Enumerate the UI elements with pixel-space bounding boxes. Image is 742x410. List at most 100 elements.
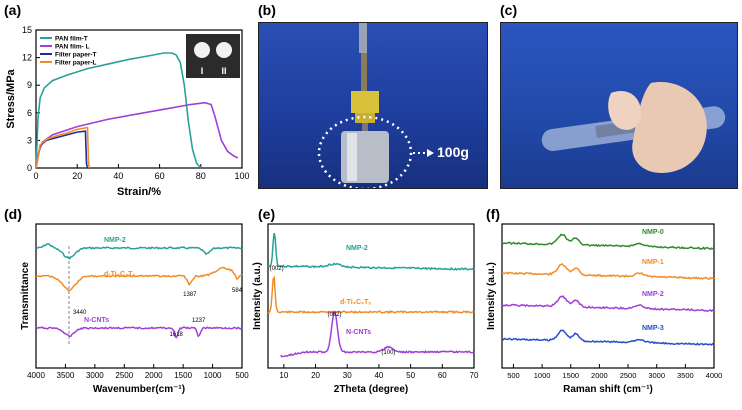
x-tick-label: 500: [235, 371, 249, 380]
raman-chart: 500 1000 1500 2000 2500 3000 3500 4000 Raman shi…: [486, 223, 723, 395]
x-tick-label: 60: [438, 371, 447, 380]
panel-label-e: (e): [258, 206, 276, 222]
peak-annotation: (100): [381, 350, 395, 356]
x-axis-label: Strain/%: [117, 186, 161, 198]
series-label: NMP-2: [642, 291, 664, 298]
y-axis-label: Intensity (a.u.): [252, 262, 263, 330]
x-axis-label: Raman shift (cm⁻¹): [563, 384, 653, 395]
xrd-chart: 10 20 30 40 50 60 70 2Theta (degree) Intensity (…: [252, 223, 479, 395]
panel-label-a: (a): [4, 2, 22, 18]
panel-label-d: (d): [4, 206, 22, 222]
series-line-0: [35, 243, 243, 260]
tube-photo: [500, 22, 738, 189]
x-tick-label: 3500: [57, 371, 75, 380]
series-line-2: [501, 295, 715, 313]
y-axis-label: Intensity (a.u.): [486, 262, 497, 330]
panel-label-c: (c): [500, 2, 518, 18]
series-label: NMP-2: [104, 237, 126, 244]
y-tick-label: 15: [22, 25, 32, 35]
x-tick-label: 70: [470, 371, 479, 380]
y-tick-label: 0: [27, 163, 32, 173]
x-axis-label: Wavenumber(cm⁻¹): [93, 384, 185, 395]
inset-sample: [194, 42, 210, 58]
y-tick-label: 12: [22, 53, 32, 63]
peak-annotation: 1387: [183, 292, 197, 298]
x-axis-label: 2Theta (degree): [334, 384, 408, 395]
tube-illustration: [541, 82, 726, 173]
x-tick-label: 3500: [677, 371, 694, 380]
series-label: d-Ti₃C₂Tₓ: [104, 271, 135, 278]
series-label: N-CNTs: [84, 317, 109, 324]
plot-frame: [267, 223, 475, 369]
panel-label-b: (b): [258, 2, 276, 18]
x-tick-label: 0: [33, 171, 38, 181]
inset-photo: [186, 34, 240, 78]
stress-strain-chart: 0 20 40 60 80 100 0 3 6 9 12 15 Strain/% Stress/MPa PA…: [5, 25, 250, 198]
inset-label: I: [201, 66, 204, 76]
y-axis-label: Stress/MPa: [5, 68, 17, 128]
x-tick-label: 1500: [562, 371, 579, 380]
x-tick-label: 100: [234, 171, 249, 181]
y-tick-label: 6: [27, 108, 32, 118]
legend-label: Filter paper-T: [55, 52, 97, 59]
series-line-2: [280, 312, 475, 358]
y-tick-label: 3: [27, 135, 32, 145]
y-axis-label: Transmittance: [20, 262, 31, 330]
x-tick-label: 2500: [115, 371, 133, 380]
ftir-chart: 4000 3500 3000 2500 2000 1500 1000 500 Wavenumbe…: [20, 223, 249, 395]
x-tick-label: 4000: [27, 371, 45, 380]
y-tick-label: 9: [27, 80, 32, 90]
series-line-0: [35, 52, 202, 169]
series-label: d-Ti₃C₂Tₓ: [340, 299, 371, 306]
series-line-1: [267, 275, 475, 315]
inset-sample: [216, 42, 232, 58]
x-tick-label: 3000: [648, 371, 665, 380]
peak-annotation: (002): [270, 266, 284, 272]
x-tick-label: 1000: [534, 371, 551, 380]
inset-label: II: [221, 66, 226, 76]
x-tick-label: 10: [279, 371, 288, 380]
legend-label: PAN film- L: [55, 44, 90, 51]
series-line-1: [35, 266, 243, 292]
series-label: NMP-2: [346, 245, 368, 252]
legend-label: PAN film-T: [55, 36, 88, 43]
series-line-0: [501, 233, 714, 251]
x-tick-label: 40: [374, 371, 383, 380]
x-tick-label: 30: [343, 371, 352, 380]
series-line-3: [35, 126, 91, 169]
plot-frame: [35, 29, 243, 169]
x-tick-label: 40: [113, 171, 123, 181]
x-tick-label: 60: [155, 171, 165, 181]
series-label: NMP-0: [642, 229, 664, 236]
x-tick-label: 80: [196, 171, 206, 181]
x-tick-label: 20: [72, 171, 82, 181]
plot-frame: [501, 223, 715, 369]
panel-label-f: (f): [486, 206, 500, 222]
x-tick-label: 2000: [145, 371, 163, 380]
x-tick-label: 3000: [86, 371, 104, 380]
x-tick-label: 50: [406, 371, 415, 380]
series-label: NMP-3: [642, 325, 664, 332]
series-line-2: [35, 326, 243, 339]
x-tick-label: 2000: [591, 371, 608, 380]
series-label: NMP-1: [642, 259, 664, 266]
weight-illustration: [317, 23, 434, 188]
x-tick-label: 4000: [706, 371, 723, 380]
peak-annotation: 3440: [73, 310, 87, 316]
series-line-0: [267, 232, 475, 271]
x-tick-label: 1000: [204, 371, 222, 380]
x-tick-label: 500: [507, 371, 520, 380]
weight-photo: 100g: [258, 22, 488, 189]
series-line-3: [501, 329, 715, 346]
peak-annotation: (002): [328, 312, 342, 318]
x-tick-label: 1500: [174, 371, 192, 380]
peak-annotation: 584: [232, 288, 243, 294]
x-tick-label: 2500: [620, 371, 637, 380]
legend-label: Filter paper-L: [55, 60, 97, 67]
weight-label: 100g: [437, 144, 469, 160]
peak-annotation: 1237: [192, 318, 206, 324]
series-line-1: [501, 262, 715, 281]
x-tick-label: 20: [311, 371, 320, 380]
peak-annotation: 1618: [170, 332, 184, 338]
plot-frame: [35, 223, 243, 369]
